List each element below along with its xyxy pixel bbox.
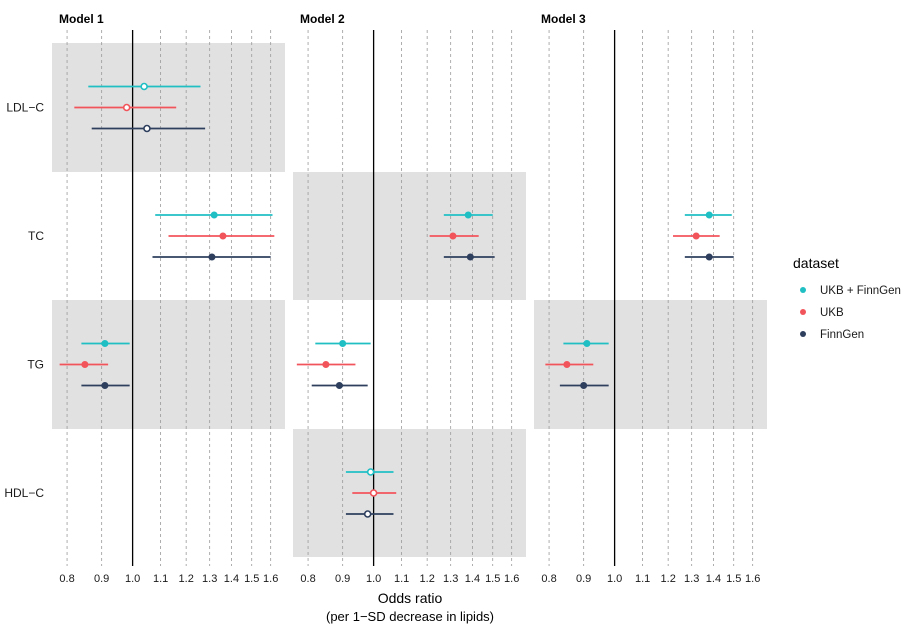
x-tick-label: 1.3 [202, 573, 217, 585]
point-estimate [692, 232, 700, 240]
x-tick-label: 0.9 [335, 573, 350, 585]
x-tick-label: 1.4 [224, 573, 239, 585]
shaded-row-band [293, 172, 526, 300]
x-tick-label: 1.4 [465, 573, 480, 585]
point-estimate [122, 103, 131, 112]
x-tick-label: 1.2 [420, 573, 435, 585]
point-estimate [563, 361, 571, 368]
x-tick-label: 1.6 [263, 573, 278, 585]
point-estimate [208, 253, 216, 261]
point-estimate [363, 510, 372, 518]
x-tick-label: 1.6 [745, 573, 760, 585]
x-tick-label: 0.9 [576, 573, 591, 585]
x-tick-label: 1.0 [607, 573, 622, 585]
legend-label: FinnGen [820, 329, 864, 341]
point-estimate [339, 340, 347, 347]
row-label: LDL−C [6, 101, 44, 115]
point-estimate [369, 489, 378, 497]
x-tick-label: 1.5 [726, 573, 741, 585]
legend-swatch [800, 331, 806, 337]
panel-title: Model 2 [300, 12, 345, 26]
point-estimate [580, 382, 588, 389]
point-estimate [705, 253, 713, 261]
legend-swatch [800, 309, 806, 315]
x-tick-label: 1.0 [125, 573, 140, 585]
point-estimate [449, 232, 457, 240]
panel-title: Model 1 [59, 12, 104, 26]
x-tick-label: 0.9 [94, 573, 109, 585]
x-tick-label: 0.8 [541, 573, 556, 585]
x-axis-subtitle: (per 1−SD decrease in lipids) [326, 609, 494, 624]
point-estimate [335, 382, 343, 389]
panel-title: Model 3 [541, 12, 586, 26]
point-estimate [366, 468, 375, 476]
legend-swatch [800, 287, 806, 293]
x-tick-label: 1.0 [366, 573, 381, 585]
x-tick-label: 1.1 [635, 573, 650, 585]
x-tick-label: 1.5 [244, 573, 259, 585]
point-estimate [140, 82, 148, 91]
point-estimate [219, 232, 227, 240]
x-tick-label: 1.4 [706, 573, 721, 585]
x-axis-title: Odds ratio [378, 590, 443, 606]
legend-label: UKB [820, 307, 844, 319]
x-tick-label: 1.2 [661, 573, 676, 585]
x-tick-label: 1.6 [504, 573, 519, 585]
point-estimate [101, 340, 109, 347]
point-estimate [101, 382, 109, 389]
point-estimate [143, 124, 151, 133]
x-tick-label: 0.8 [300, 573, 315, 585]
x-tick-label: 1.1 [394, 573, 409, 585]
shaded-row-band [293, 429, 526, 557]
x-tick-label: 0.8 [59, 573, 74, 585]
legend-label: UKB + FinnGen [820, 285, 901, 297]
row-label: TC [28, 229, 44, 243]
legend-title: dataset [793, 255, 839, 271]
x-tick-label: 1.2 [179, 573, 194, 585]
point-estimate [210, 211, 218, 219]
x-tick-label: 1.5 [485, 573, 500, 585]
point-estimate [583, 340, 591, 347]
x-tick-label: 1.3 [684, 573, 699, 585]
row-label: TG [27, 358, 44, 372]
point-estimate [322, 361, 330, 368]
x-tick-label: 1.1 [153, 573, 168, 585]
point-estimate [705, 211, 713, 219]
point-estimate [81, 361, 89, 368]
point-estimate [464, 211, 472, 219]
row-label: HDL−C [4, 486, 44, 500]
point-estimate [466, 253, 474, 261]
x-tick-label: 1.3 [443, 573, 458, 585]
